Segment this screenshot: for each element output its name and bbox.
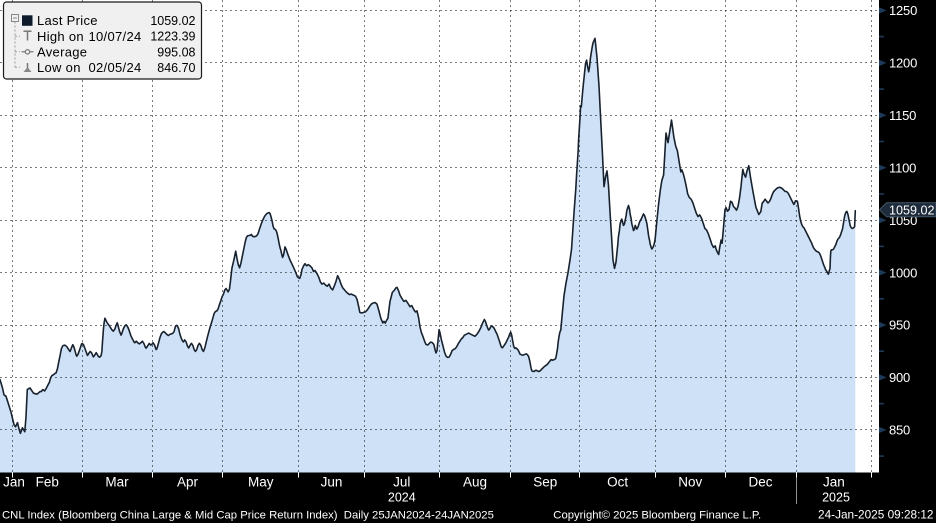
- svg-text:High on: High on: [37, 29, 84, 44]
- svg-text:Feb: Feb: [36, 475, 59, 490]
- svg-text:24-Jan-2025 09:28:12: 24-Jan-2025 09:28:12: [818, 507, 933, 521]
- svg-text:1100: 1100: [889, 160, 916, 175]
- svg-text:Nov: Nov: [678, 475, 702, 490]
- svg-text:Oct: Oct: [607, 475, 628, 490]
- svg-text:Average: Average: [37, 44, 87, 59]
- svg-text:2024: 2024: [388, 491, 416, 505]
- svg-text:Jan: Jan: [823, 475, 845, 490]
- svg-text:995.08: 995.08: [157, 45, 195, 59]
- svg-text:Dec: Dec: [748, 475, 772, 490]
- svg-text:1150: 1150: [889, 108, 916, 123]
- svg-text:1250: 1250: [889, 3, 917, 18]
- svg-text:846.70: 846.70: [157, 61, 195, 75]
- svg-text:850: 850: [889, 423, 910, 438]
- svg-text:Last Price: Last Price: [37, 13, 98, 28]
- svg-text:1000: 1000: [889, 265, 917, 280]
- svg-text:Jul: Jul: [393, 475, 410, 490]
- svg-text:950: 950: [889, 318, 910, 333]
- svg-text:02/05/24: 02/05/24: [89, 60, 142, 75]
- svg-text:May: May: [248, 475, 274, 490]
- svg-text:1200: 1200: [889, 56, 917, 71]
- svg-text:1223.39: 1223.39: [150, 30, 195, 44]
- svg-text:CNL Index (Bloomberg China Lar: CNL Index (Bloomberg China Large & Mid C…: [2, 509, 494, 521]
- svg-text:1059.02: 1059.02: [150, 14, 195, 28]
- svg-text:Jan: Jan: [3, 475, 25, 490]
- svg-text:Mar: Mar: [105, 475, 129, 490]
- svg-text:Sep: Sep: [533, 475, 557, 490]
- svg-text:Copyright© 2025 Bloomberg Fina: Copyright© 2025 Bloomberg Finance L.P.: [553, 509, 761, 521]
- svg-text:Aug: Aug: [463, 475, 487, 490]
- svg-text:Jun: Jun: [321, 475, 343, 490]
- svg-text:Apr: Apr: [177, 475, 199, 490]
- svg-text:10/07/24: 10/07/24: [89, 29, 142, 44]
- svg-text:Low on: Low on: [37, 60, 81, 75]
- svg-text:2025: 2025: [822, 491, 850, 505]
- svg-text:1059.02: 1059.02: [889, 204, 935, 218]
- svg-text:900: 900: [889, 370, 910, 385]
